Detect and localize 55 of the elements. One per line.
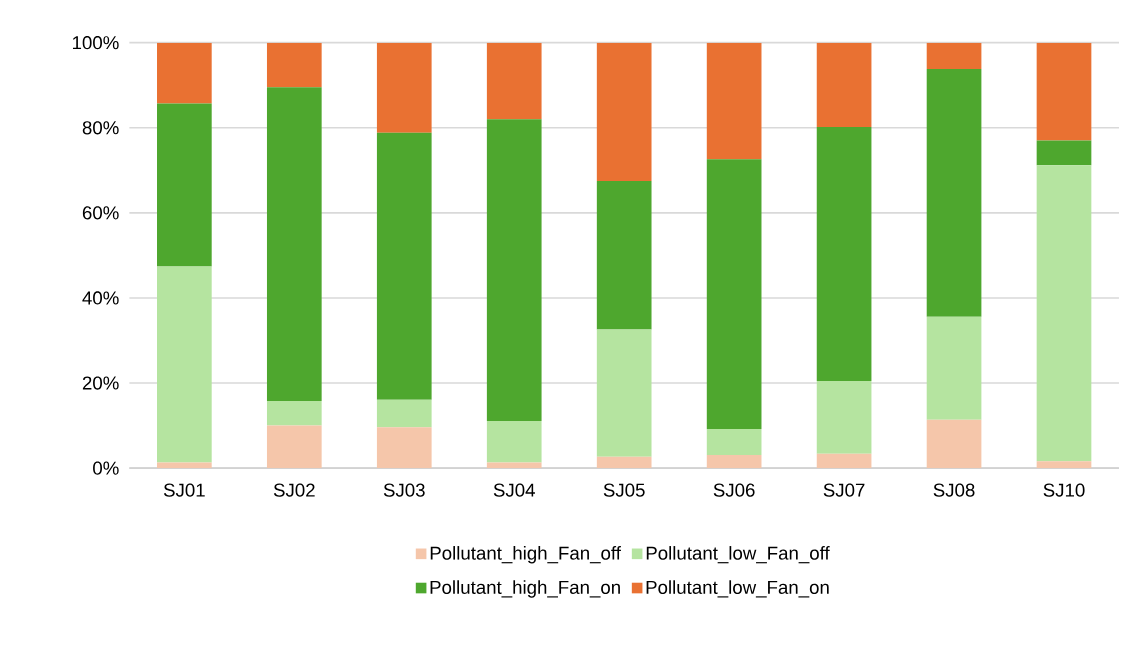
bar	[266, 42, 322, 88]
bar	[376, 132, 432, 400]
bar	[1036, 461, 1092, 469]
legend-label: Pollutant_high_Fan_on	[430, 580, 620, 598]
bar	[706, 42, 762, 160]
bar	[1036, 140, 1092, 166]
y-tick-label: 0%	[93, 461, 119, 475]
bar	[596, 456, 652, 469]
bar	[486, 42, 542, 120]
x-tick-label: SJ05	[603, 483, 645, 497]
bar	[706, 159, 762, 429]
bar	[157, 103, 212, 267]
legend-label: Pollutant_high_Fan_off	[430, 545, 621, 564]
bar	[486, 462, 542, 469]
bar	[266, 87, 322, 401]
legend-label: Pollutant_low_Fan_off	[646, 545, 830, 564]
bar	[157, 266, 212, 463]
bar	[926, 68, 982, 317]
bar	[266, 400, 322, 426]
bar	[926, 42, 982, 69]
x-tick-label: SJ06	[713, 483, 755, 497]
bar	[816, 126, 872, 381]
y-tick-label: 60%	[82, 206, 119, 220]
bar	[816, 42, 872, 127]
x-tick-label: SJ08	[933, 483, 975, 497]
bar	[596, 329, 652, 457]
y-tick-label: 100%	[72, 35, 119, 50]
y-tick-label: 20%	[82, 376, 119, 390]
bar	[596, 42, 652, 181]
bar	[486, 119, 542, 421]
bar	[486, 420, 542, 463]
x-tick-label: SJ04	[493, 483, 535, 497]
bar	[376, 42, 432, 133]
bar	[706, 454, 762, 469]
bar	[926, 419, 982, 469]
bar	[266, 425, 322, 469]
bar	[157, 462, 212, 469]
x-tick-label: SJ10	[1043, 483, 1085, 497]
x-tick-label: SJ03	[383, 483, 425, 497]
x-tick-label: SJ02	[273, 483, 315, 497]
legend-label: Pollutant_low_Fan_on	[646, 580, 829, 598]
y-tick-label: 40%	[82, 291, 119, 305]
bar	[816, 453, 872, 469]
x-tick-label: SJ01	[163, 483, 205, 497]
x-tick-label: SJ07	[823, 483, 865, 497]
bar	[706, 428, 762, 455]
y-tick-label: 80%	[82, 121, 119, 135]
bar	[376, 427, 432, 469]
bar	[816, 380, 872, 454]
bar	[596, 180, 652, 330]
bar	[157, 42, 212, 104]
bar	[1036, 42, 1092, 141]
bar	[926, 316, 982, 420]
bar	[376, 399, 432, 428]
bar	[1036, 165, 1092, 462]
